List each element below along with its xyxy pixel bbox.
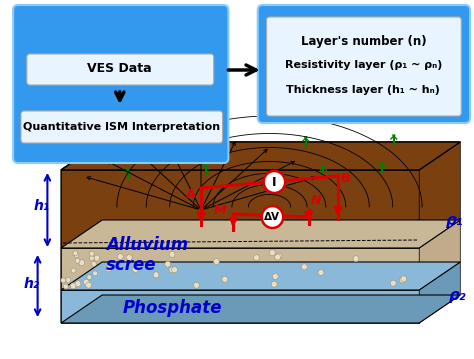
Text: Resistivity layer (ρ₁ ~ ρₙ): Resistivity layer (ρ₁ ~ ρₙ) <box>285 60 442 70</box>
Circle shape <box>273 274 278 280</box>
Circle shape <box>274 254 281 260</box>
Polygon shape <box>61 142 102 323</box>
Circle shape <box>73 251 78 256</box>
Text: Thickness layer (h₁ ~ hₙ): Thickness layer (h₁ ~ hₙ) <box>286 85 440 95</box>
Circle shape <box>165 261 171 267</box>
Circle shape <box>264 171 285 193</box>
Circle shape <box>83 279 89 285</box>
Circle shape <box>254 255 259 261</box>
Circle shape <box>64 284 68 289</box>
FancyBboxPatch shape <box>21 111 222 143</box>
Circle shape <box>390 280 396 286</box>
Text: ρ₁: ρ₁ <box>446 213 463 228</box>
Text: B: B <box>341 172 350 185</box>
Polygon shape <box>61 142 460 170</box>
Circle shape <box>75 281 81 287</box>
Circle shape <box>70 283 76 289</box>
Circle shape <box>106 266 111 272</box>
FancyBboxPatch shape <box>258 5 470 123</box>
Circle shape <box>169 252 175 257</box>
Circle shape <box>75 258 80 263</box>
Text: Layer's number (n): Layer's number (n) <box>301 36 426 48</box>
Polygon shape <box>61 262 460 290</box>
Text: A: A <box>186 188 196 201</box>
Circle shape <box>94 255 100 261</box>
Circle shape <box>169 267 175 273</box>
Text: M: M <box>214 204 226 217</box>
Circle shape <box>133 266 138 272</box>
Circle shape <box>193 282 200 288</box>
Circle shape <box>353 256 359 262</box>
Polygon shape <box>419 220 460 290</box>
Polygon shape <box>61 248 419 290</box>
Text: h₂: h₂ <box>24 277 40 291</box>
Text: N: N <box>310 194 321 207</box>
Circle shape <box>276 253 282 259</box>
Text: VES Data: VES Data <box>88 62 152 75</box>
FancyBboxPatch shape <box>27 54 214 85</box>
Circle shape <box>79 260 85 266</box>
FancyBboxPatch shape <box>13 5 228 163</box>
Polygon shape <box>419 262 460 323</box>
Polygon shape <box>419 142 460 248</box>
Circle shape <box>213 258 219 265</box>
Polygon shape <box>61 295 460 323</box>
Circle shape <box>89 251 94 256</box>
Circle shape <box>71 268 76 273</box>
Polygon shape <box>61 142 460 170</box>
Circle shape <box>86 282 91 288</box>
Circle shape <box>66 278 71 283</box>
Circle shape <box>74 253 79 258</box>
Text: ρ₂: ρ₂ <box>448 288 466 303</box>
Circle shape <box>269 250 275 256</box>
Text: ΔV: ΔV <box>264 212 281 222</box>
Polygon shape <box>61 220 460 248</box>
Circle shape <box>87 275 92 280</box>
Circle shape <box>91 261 96 266</box>
Circle shape <box>400 277 405 283</box>
Text: I: I <box>272 176 277 188</box>
FancyBboxPatch shape <box>266 17 461 116</box>
Circle shape <box>301 264 307 270</box>
Circle shape <box>127 255 132 261</box>
Text: Phosphate: Phosphate <box>123 299 222 317</box>
Circle shape <box>222 276 228 282</box>
Circle shape <box>61 278 66 283</box>
Text: Alluvium
scree: Alluvium scree <box>106 236 188 274</box>
Circle shape <box>118 253 123 260</box>
Circle shape <box>401 276 407 282</box>
Polygon shape <box>61 170 419 248</box>
Circle shape <box>93 271 98 276</box>
Circle shape <box>271 281 277 287</box>
Text: Quantitative ISM Interpretation: Quantitative ISM Interpretation <box>23 122 220 132</box>
Circle shape <box>153 272 159 278</box>
Text: h₁: h₁ <box>34 199 50 213</box>
Polygon shape <box>61 290 419 323</box>
Circle shape <box>172 267 177 273</box>
Circle shape <box>318 270 324 276</box>
Circle shape <box>262 206 283 228</box>
Circle shape <box>89 256 94 261</box>
